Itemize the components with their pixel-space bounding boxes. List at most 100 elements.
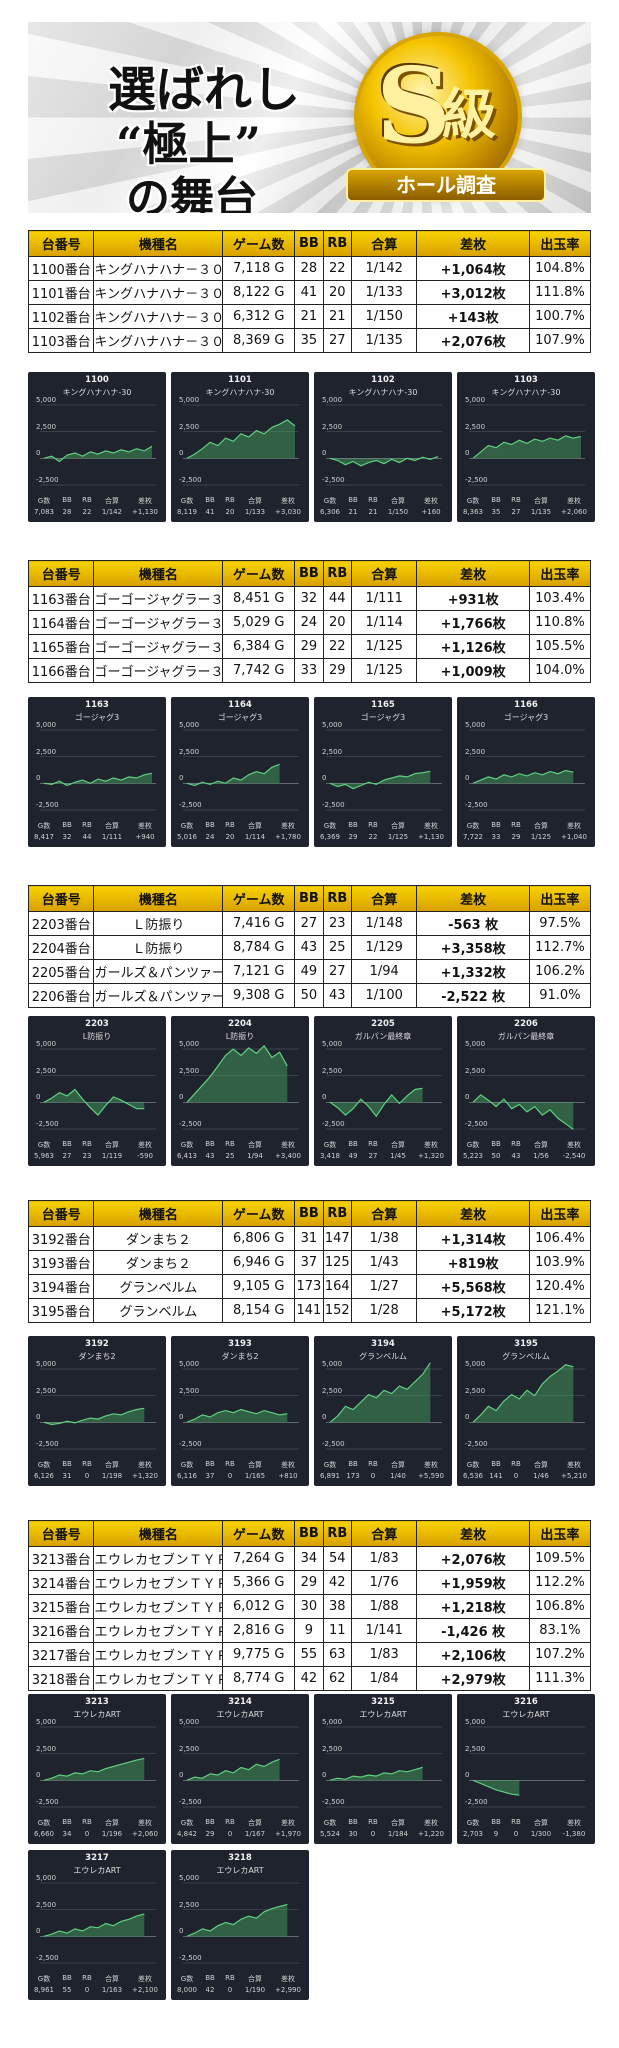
footer-value-bb: 31 (62, 1472, 72, 1480)
footer-value-rb: 22 (82, 508, 92, 516)
cell-games: 8,369 G (222, 328, 296, 353)
diff-graph (469, 729, 585, 811)
slot-chart-card[interactable]: 2205 ガルパン最終章 5,000 2,500 0 -2,500 G数 BB RB 合算 差枚 3,… (314, 1016, 452, 1166)
footer-header: 合算 (248, 1975, 262, 1983)
slot-chart-card[interactable]: 1103 キングハナハナ-30 5,000 2,500 0 -2,500 G数 BB RB 合算 差… (457, 372, 595, 522)
table-row[interactable]: 3195番台 グランベルム 8,154 G 141 152 1/28 +5,172枚 121.… (27, 1298, 592, 1323)
table-row[interactable]: 3217番台エウレカセブンＴＹＰＥ－ＡＲＴ9,775 G55631/83+2,1… (27, 1642, 592, 1667)
cell-total: 1/133 (350, 280, 418, 305)
footer-value-total: 1/94 (247, 1152, 263, 1160)
slot-chart-card[interactable]: 2204 L防振り 5,000 2,500 0 -2,500 G数 BB RB 合算 差枚 6,413… (171, 1016, 309, 1166)
cell-bb: 31 (294, 1226, 324, 1251)
slot-chart-card[interactable]: 1164 ゴージャグ3 5,000 2,500 0 -2,500 G数 BB RB 合算 差枚 5,0… (171, 697, 309, 847)
diff-area (44, 446, 152, 462)
slot-chart-card[interactable]: 3215 エウレカART 5,000 2,500 0 -2,500 G数 BB RB 合算 差枚 5,… (314, 1694, 452, 1844)
table-row[interactable]: 1165番台 ゴーゴージャグラー３ 6,384 G 29 22 1/125 +1,126枚 1… (27, 634, 592, 659)
slot-chart-card[interactable]: 3217 エウレカART 5,000 2,500 0 -2,500 G数 BB RB 合算 差枚 8,… (28, 1850, 166, 2000)
table-row[interactable]: 1163番台 ゴーゴージャグラー３ 8,451 G 32 44 1/111 +931枚 103… (27, 586, 592, 611)
table-row[interactable]: 3218番台エウレカセブンＴＹＰＥ－ＡＲＴ8,774 G42621/84+2,9… (27, 1666, 592, 1691)
slot-chart-card[interactable]: 3218 エウレカART 5,000 2,500 0 -2,500 G数 BB RB 合算 差枚 8,… (171, 1850, 309, 2000)
slot-chart-card[interactable]: 3216 エウレカART 5,000 2,500 0 -2,500 G数 BB RB 合算 差枚 2,… (457, 1694, 595, 1844)
table-row[interactable]: 1103番台 キングハナハナ－３０ 8,369 G 35 27 1/135 +2,076枚 1… (27, 328, 592, 353)
cell-total: 1/38 (350, 1226, 418, 1251)
table-row[interactable]: 3213番台エウレカセブンＴＹＰＥ－ＡＲＴ7,264 G34541/83+2,0… (27, 1546, 592, 1571)
y-axis-label: 2,500 (322, 747, 343, 756)
slot-chart-card[interactable]: 3193 ダンまち2 5,000 2,500 0 -2,500 G数 BB RB 合算 差枚 6,11… (171, 1336, 309, 1486)
footer-header: RB (225, 821, 235, 829)
cell-rb: 25 (322, 935, 352, 960)
diff-area (187, 764, 280, 786)
y-axis-label: 2,500 (36, 1900, 57, 1909)
footer-value-total: 1/56 (533, 1152, 549, 1160)
cell-no: 2205番台 (27, 959, 95, 984)
cell-bb: 30 (294, 1594, 324, 1619)
cell-no: 1165番台 (27, 634, 95, 659)
table-row[interactable]: 3215番台エウレカセブンＴＹＰＥ－ＡＲＴ6,012 G30381/88+1,2… (27, 1594, 592, 1619)
slot-chart-card[interactable]: 3192 ダンまち2 5,000 2,500 0 -2,500 G数 BB RB 合算 差枚 6,12… (28, 1336, 166, 1486)
slot-chart-card[interactable]: 1101 キングハナハナ-30 5,000 2,500 0 -2,500 G数 BB RB 合算 差… (171, 372, 309, 522)
table-row[interactable]: 2203番台 Ｌ防振り 7,416 G 27 23 1/148 -563 枚 97.5% (27, 911, 592, 936)
table-row[interactable]: 1164番台 ゴーゴージャグラー３ 5,029 G 24 20 1/114 +1,766枚 1… (27, 610, 592, 635)
slot-chart-card[interactable]: 3194 グランベルム 5,000 2,500 0 -2,500 G数 BB RB 合算 差枚 6,8… (314, 1336, 452, 1486)
y-axis-label: 5,000 (179, 721, 200, 729)
table-row[interactable]: 1100番台 キングハナハナ－３０ 7,118 G 28 22 1/142 +1,064枚 1… (27, 256, 592, 281)
table-row[interactable]: 3193番台 ダンまち２ 6,946 G 37 125 1/43 +819枚 103.9% (27, 1250, 592, 1275)
table-header-row: 台番号 機種名 ゲーム数 BB RB 合算 差枚 出玉率 (27, 560, 592, 587)
slot-chart-card[interactable]: 2203 L防振り 5,000 2,500 0 -2,500 G数 BB RB 合算 差枚 5,963… (28, 1016, 166, 1166)
table-row[interactable]: 3192番台 ダンまち２ 6,806 G 31 147 1/38 +1,314枚 106.4% (27, 1226, 592, 1251)
table-row[interactable]: 3216番台エウレカセブンＴＹＰＥ－ＡＲＴ2,816 G9111/141-1,4… (27, 1618, 592, 1643)
cell-rate: 106.8% (528, 1594, 592, 1619)
slot-chart-card[interactable]: 3214 エウレカART 5,000 2,500 0 -2,500 G数 BB RB 合算 差枚 4,… (171, 1694, 309, 1844)
column-header: 台番号 (27, 1200, 95, 1227)
table-row[interactable]: 1101番台 キングハナハナ－３０ 8,122 G 41 20 1/133 +3,012枚 1… (27, 280, 592, 305)
slot-chart-card[interactable]: 2206 ガルパン最終章 5,000 2,500 0 -2,500 G数 BB RB 合算 差枚 5,… (457, 1016, 595, 1166)
footer-header: G数 (466, 822, 480, 830)
diff-area (473, 435, 581, 459)
table-row[interactable]: 2204番台 Ｌ防振り 8,784 G 43 25 1/129 +3,358枚 112.7% (27, 935, 592, 960)
footer-value-g: 6,413 (176, 1152, 198, 1160)
cell-diff: +819枚 (416, 1250, 530, 1275)
column-header: BB (294, 885, 324, 912)
chart-machine-name: L防振り (225, 1032, 255, 1041)
cell-games: 6,384 G (222, 634, 296, 659)
footer-header: G数 (37, 1819, 51, 1827)
diff-graph (326, 1726, 442, 1808)
column-header: BB (294, 1200, 324, 1227)
footer-value-diff: +1,130 (132, 508, 158, 516)
footer-header: RB (82, 1460, 92, 1468)
slot-chart-card[interactable]: 1163 ゴージャグ3 5,000 2,500 0 -2,500 G数 BB RB 合算 差枚 8,4… (28, 697, 166, 847)
column-header: BB (294, 560, 324, 587)
diff-line (186, 1408, 288, 1423)
slot-chart-card[interactable]: 1100 キングハナハナ-30 5,000 2,500 0 -2,500 G数 BB RB 合算 差… (28, 372, 166, 522)
footer-header: 合算 (534, 1461, 548, 1469)
footer-header: BB (62, 1140, 72, 1148)
footer-header: G数 (466, 1819, 480, 1827)
y-axis-label: 5,000 (36, 1040, 57, 1048)
y-axis-label: 0 (465, 1093, 470, 1102)
table-row[interactable]: 3194番台 グランベルム 9,105 G 173 164 1/27 +5,568枚 120.… (27, 1274, 592, 1299)
cell-model: キングハナハナ－３０ (93, 304, 224, 329)
table-row[interactable]: 1102番台 キングハナハナ－３０ 6,312 G 21 21 1/150 +143枚 100… (27, 304, 592, 329)
slot-chart-card[interactable]: 1165 ゴージャグ3 5,000 2,500 0 -2,500 G数 BB RB 合算 差枚 6,3… (314, 697, 452, 847)
slot-chart-card[interactable]: 3195 グランベルム 5,000 2,500 0 -2,500 G数 BB RB 合算 差枚 6,5… (457, 1336, 595, 1486)
table-row[interactable]: 1166番台 ゴーゴージャグラー３ 7,742 G 33 29 1/125 +1,009枚 1… (27, 658, 592, 683)
footer-header: 合算 (391, 497, 405, 505)
slot-chart-card[interactable]: 3213 エウレカART 5,000 2,500 0 -2,500 G数 BB RB 合算 差枚 6,… (28, 1694, 166, 1844)
slot-chart-card[interactable]: 1102 キングハナハナ-30 5,000 2,500 0 -2,500 G数 BB RB 合算 差… (314, 372, 452, 522)
footer-header: 合算 (105, 1461, 119, 1469)
footer-value-diff: +1,320 (132, 1472, 158, 1480)
cell-games: 7,742 G (222, 658, 296, 683)
slot-chart-card[interactable]: 1166 ゴージャグ3 5,000 2,500 0 -2,500 G数 BB RB 合算 差枚 7,7… (457, 697, 595, 847)
y-axis-label: 2,500 (179, 1386, 200, 1395)
cell-diff: +5,172枚 (416, 1298, 530, 1323)
cell-rb: 27 (322, 959, 352, 984)
footer-value-diff: +5,210 (561, 1472, 587, 1480)
footer-header: G数 (37, 1975, 51, 1983)
footer-header: 差枚 (424, 1461, 438, 1469)
y-axis-label: 0 (322, 1771, 327, 1780)
cell-model: エウレカセブンＴＹＰＥ－ＡＲＴ (93, 1666, 224, 1691)
y-axis-label: 2,500 (179, 747, 200, 756)
